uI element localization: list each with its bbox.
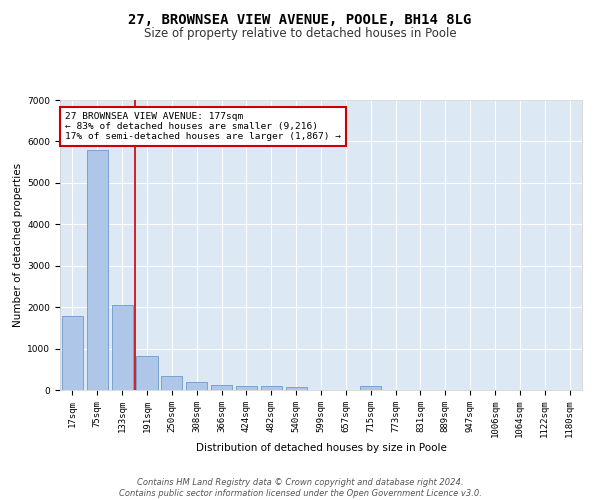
Text: 27 BROWNSEA VIEW AVENUE: 177sqm
← 83% of detached houses are smaller (9,216)
17%: 27 BROWNSEA VIEW AVENUE: 177sqm ← 83% of… xyxy=(65,112,341,142)
Text: Contains HM Land Registry data © Crown copyright and database right 2024.
Contai: Contains HM Land Registry data © Crown c… xyxy=(119,478,481,498)
Bar xyxy=(87,150,108,390)
Bar xyxy=(186,382,207,390)
Y-axis label: Number of detached properties: Number of detached properties xyxy=(13,163,23,327)
Bar xyxy=(286,387,307,390)
X-axis label: Distribution of detached houses by size in Poole: Distribution of detached houses by size … xyxy=(196,443,446,453)
Bar xyxy=(261,386,282,390)
Text: 27, BROWNSEA VIEW AVENUE, POOLE, BH14 8LG: 27, BROWNSEA VIEW AVENUE, POOLE, BH14 8L… xyxy=(128,12,472,26)
Bar xyxy=(236,386,257,390)
Bar xyxy=(112,304,133,390)
Text: Size of property relative to detached houses in Poole: Size of property relative to detached ho… xyxy=(143,28,457,40)
Bar xyxy=(62,316,83,390)
Bar xyxy=(360,386,381,390)
Bar xyxy=(161,376,182,390)
Bar xyxy=(136,356,158,390)
Bar xyxy=(211,385,232,390)
